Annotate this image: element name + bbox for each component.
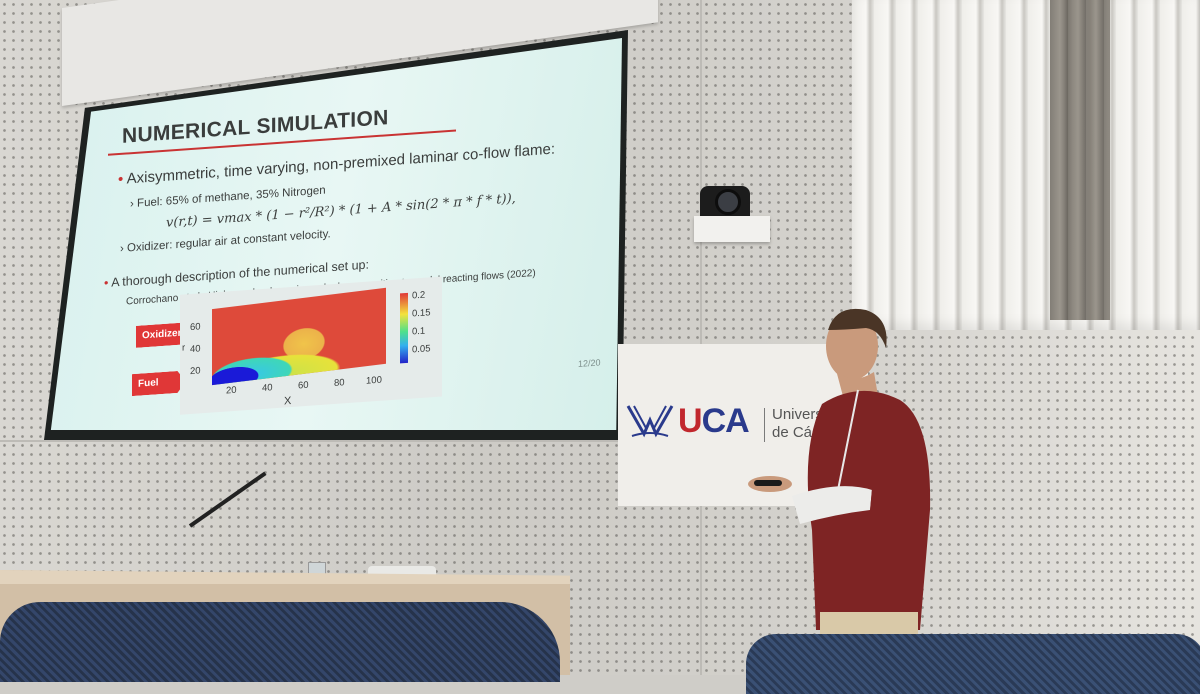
y-tick-label: 20 bbox=[190, 365, 201, 378]
sub-bullet-oxidizer: › Oxidizer: regular air at constant velo… bbox=[120, 228, 331, 255]
x-tick-label: 80 bbox=[334, 377, 345, 390]
x-tick-label: 20 bbox=[226, 384, 237, 397]
uca-letters-ca: CA bbox=[701, 402, 750, 440]
fuel-arrow: Fuel bbox=[132, 370, 186, 396]
camera-lens-icon bbox=[715, 189, 741, 215]
x-tick-label: 100 bbox=[366, 374, 382, 387]
bullet-dot-icon: • bbox=[104, 275, 109, 291]
university-name-line1: Universi bbox=[772, 406, 827, 423]
window-blinds bbox=[852, 0, 1200, 330]
uca-letter-u: U bbox=[678, 402, 703, 440]
slide-title: NUMERICAL SIMULATION bbox=[122, 106, 389, 148]
chevron-right-icon: › bbox=[120, 242, 124, 255]
window-blinds-shadow bbox=[1050, 0, 1110, 320]
chevron-right-icon: › bbox=[130, 197, 134, 211]
colorbar-tick: 0.15 bbox=[412, 307, 431, 320]
camera-shelf bbox=[694, 216, 770, 242]
logo-divider bbox=[764, 408, 765, 442]
bullet-dot-icon: • bbox=[118, 170, 124, 189]
x-tick-label: 40 bbox=[262, 382, 273, 395]
colorbar-tick: 0.2 bbox=[412, 289, 426, 302]
uca-logo-text: UCA bbox=[678, 402, 750, 441]
x-axis-label: X bbox=[284, 394, 292, 408]
y-axis-label: r bbox=[182, 342, 186, 354]
presenter bbox=[748, 308, 931, 642]
colorbar-tick: 0.05 bbox=[412, 343, 431, 356]
colorbar-tick: 0.1 bbox=[412, 325, 426, 338]
wall-panel-seam bbox=[0, 440, 620, 442]
colorbar bbox=[400, 292, 408, 364]
y-tick-label: 40 bbox=[190, 343, 201, 356]
y-tick-label: 60 bbox=[190, 321, 201, 334]
uca-emblem-icon bbox=[626, 405, 674, 438]
audience-seat bbox=[0, 602, 560, 682]
wall-panel-seam bbox=[700, 0, 702, 675]
oxidizer-text: Oxidizer: regular air at constant veloci… bbox=[127, 228, 331, 255]
slide-page-number: 12/20 bbox=[578, 357, 601, 369]
audience-seat bbox=[746, 634, 1200, 694]
x-tick-label: 60 bbox=[298, 379, 309, 392]
